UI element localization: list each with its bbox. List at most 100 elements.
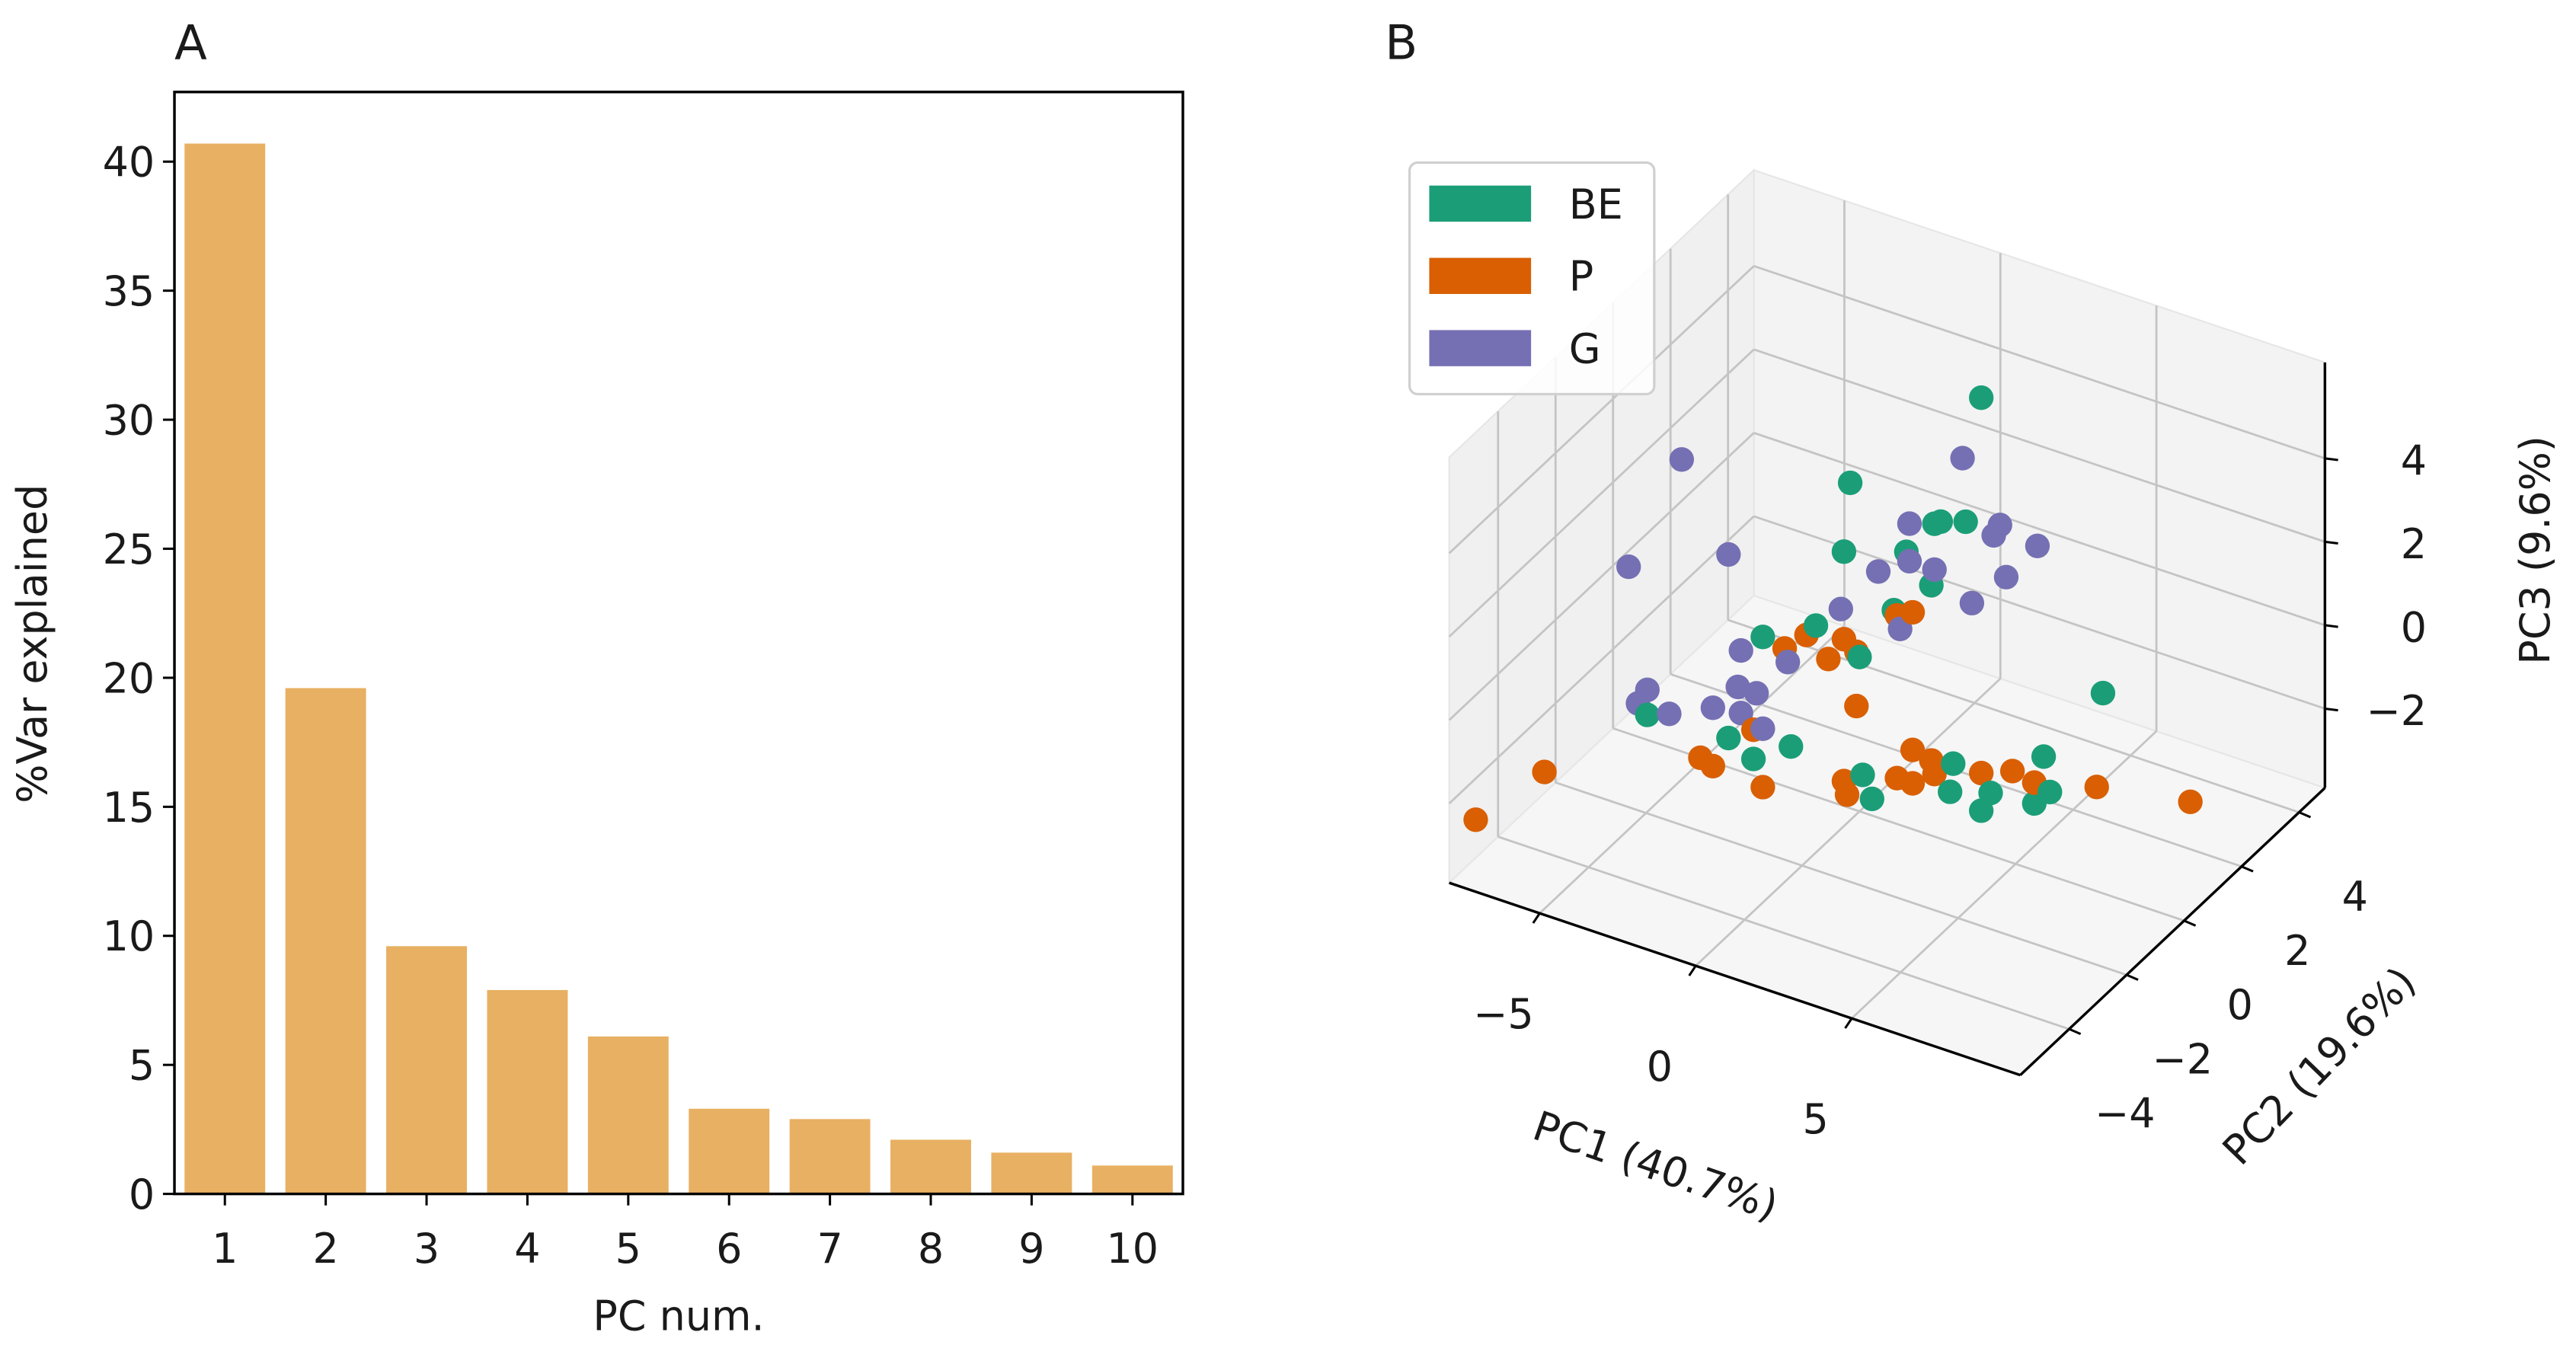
pc2-tick-label: −2 — [2153, 1035, 2213, 1083]
point-g — [1700, 695, 1726, 720]
point-g — [1950, 446, 1975, 471]
point-g — [1750, 716, 1775, 742]
x-tick-label: 7 — [817, 1225, 842, 1273]
point-be — [1978, 780, 2003, 806]
y-tick-label: 15 — [103, 784, 155, 832]
point-g — [1744, 681, 1769, 706]
point-p — [1900, 599, 1926, 625]
x-tick-label: 3 — [414, 1225, 439, 1273]
point-p — [1968, 760, 1994, 786]
point-p — [1900, 771, 1926, 796]
point-g — [1959, 590, 1985, 616]
y-tick-label: 20 — [103, 654, 155, 702]
legend-swatch-be — [1429, 185, 1532, 222]
point-g — [2025, 533, 2050, 558]
pc3-tick-label: 4 — [2401, 436, 2427, 484]
pc1-tick-mark — [1844, 1018, 1853, 1029]
gridline-pc2 — [1497, 835, 2069, 1030]
pc3-tick-mark — [2325, 707, 2338, 712]
pc1-axis-label: PC1 (40.7%) — [1527, 1101, 1784, 1230]
bar-pc3 — [386, 946, 467, 1194]
bar-pc1 — [184, 143, 266, 1194]
point-p — [1922, 762, 1947, 787]
pc2-tick-mark — [2298, 811, 2312, 819]
pc2-axis-line — [2019, 787, 2326, 1076]
y-tick-label: 30 — [103, 396, 155, 444]
point-p — [1999, 759, 2025, 784]
x-tick-label: 6 — [716, 1225, 742, 1273]
point-p — [1900, 737, 1926, 762]
point-g — [1657, 701, 1682, 727]
point-p — [1463, 807, 1488, 832]
point-p — [1816, 647, 1841, 672]
gridline-pc2 — [1555, 781, 2127, 976]
pc3-tick-label: −2 — [2367, 687, 2427, 735]
legend-label-be: BE — [1569, 181, 1623, 228]
point-p — [2084, 775, 2109, 800]
pc2-tick-label: 2 — [2284, 927, 2310, 975]
y-tick-label: 10 — [103, 912, 155, 960]
bar-chart: 0 5 10 15 20 25 30 35 40 1 2 3 4 5 6 7 8 9 10 PC num. %Var e… — [8, 91, 1184, 1340]
x-axis-label: PC num. — [593, 1292, 764, 1340]
gridline-pc3 — [1448, 515, 1755, 805]
point-g — [1775, 650, 1801, 675]
point-be — [1635, 702, 1660, 727]
pc2-tick-mark — [2126, 973, 2139, 981]
pc2-tick-mark — [2068, 1027, 2082, 1036]
bar-pc7 — [789, 1119, 871, 1194]
x-tick-label: 10 — [1107, 1225, 1159, 1273]
pc1-axis-line — [1449, 881, 2021, 1077]
point-g — [1716, 542, 1741, 567]
pc3-axis-label: PC3 (9.6%) — [2511, 436, 2559, 665]
point-g — [1669, 447, 1695, 472]
y-tick-label: 35 — [103, 267, 155, 315]
point-be — [1779, 734, 1804, 759]
x-tick-label: 5 — [615, 1225, 641, 1273]
pc3-tick-label: 2 — [2401, 520, 2427, 568]
point-be — [1928, 509, 1954, 535]
pc3-tick-label: 0 — [2401, 603, 2427, 651]
bar-pc10 — [1091, 1165, 1173, 1194]
gridline-pc3 — [1753, 432, 2325, 627]
bar-pc8 — [890, 1139, 971, 1194]
point-be — [1716, 725, 1741, 751]
point-g — [1728, 637, 1753, 663]
gridline-pc1 — [1539, 625, 1846, 915]
legend-swatch-p — [1429, 257, 1532, 294]
x-tick-label: 2 — [312, 1225, 338, 1273]
point-p — [1750, 775, 1775, 800]
pc1-tick-label: 0 — [1647, 1043, 1673, 1091]
y-tick-label: 5 — [129, 1042, 155, 1090]
point-p — [2178, 789, 2203, 814]
x-tick-label: 4 — [514, 1225, 540, 1273]
plot-frame — [173, 91, 1184, 1196]
y-tick-label: 0 — [129, 1171, 155, 1219]
y-tick-label: 40 — [103, 139, 155, 187]
point-be — [1938, 779, 1963, 804]
bar-pc6 — [689, 1108, 770, 1194]
pc2-tick-label: 0 — [2227, 981, 2253, 1029]
pc1-tick-label: −5 — [1473, 990, 1533, 1038]
gridline-pc3 — [1753, 348, 2325, 543]
gridline-pc3 — [1448, 348, 1755, 637]
point-be — [2031, 744, 2057, 769]
point-be — [1953, 509, 1978, 535]
y-axis-label: %Var explained — [8, 484, 56, 803]
pc2-tick-label: −4 — [2095, 1090, 2155, 1138]
gridline-pc1 — [1695, 677, 2002, 967]
point-g — [1725, 674, 1750, 700]
bar-pc5 — [587, 1036, 669, 1194]
point-g — [1897, 511, 1922, 536]
pc3-tick-mark — [2325, 540, 2338, 545]
point-be — [1859, 786, 1884, 812]
point-be — [1850, 762, 1875, 788]
pc2-tick-label: 4 — [2342, 873, 2368, 921]
point-be — [1740, 746, 1766, 772]
legend-label-p: P — [1569, 253, 1594, 301]
x-tick-label: 8 — [918, 1225, 944, 1273]
point-be — [1941, 751, 1966, 776]
pc2-tick-mark — [2241, 865, 2254, 873]
legend-swatch-g — [1429, 330, 1532, 366]
pc1-tick-label: 5 — [1803, 1095, 1829, 1143]
